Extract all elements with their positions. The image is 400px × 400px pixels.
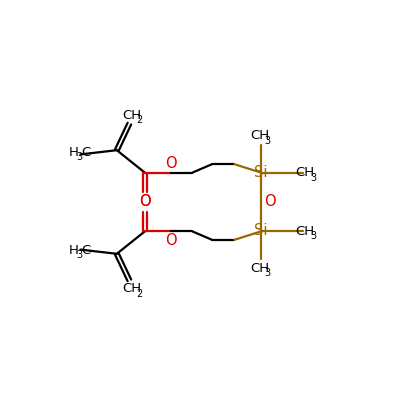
Text: O: O [166, 233, 177, 248]
Text: O: O [166, 156, 177, 171]
Text: 3: 3 [310, 232, 317, 242]
Text: CH: CH [250, 129, 269, 142]
Text: CH: CH [250, 262, 269, 275]
Text: 3: 3 [77, 152, 83, 162]
Text: C: C [81, 146, 91, 160]
Text: H: H [68, 244, 78, 258]
Text: O: O [264, 194, 276, 210]
Text: 2: 2 [137, 289, 143, 299]
Text: 2: 2 [137, 115, 143, 125]
Text: C: C [81, 244, 91, 258]
Text: CH: CH [296, 166, 315, 179]
Text: Si: Si [254, 164, 268, 180]
Text: 3: 3 [264, 136, 270, 146]
Text: 3: 3 [77, 250, 83, 260]
Text: O: O [139, 194, 151, 210]
Text: 3: 3 [264, 268, 270, 278]
Text: Si: Si [254, 223, 268, 238]
Text: CH: CH [123, 282, 142, 295]
Text: 3: 3 [310, 173, 317, 183]
Text: O: O [139, 194, 151, 210]
Text: CH: CH [123, 109, 142, 122]
Text: H: H [68, 146, 78, 160]
Text: CH: CH [296, 225, 315, 238]
